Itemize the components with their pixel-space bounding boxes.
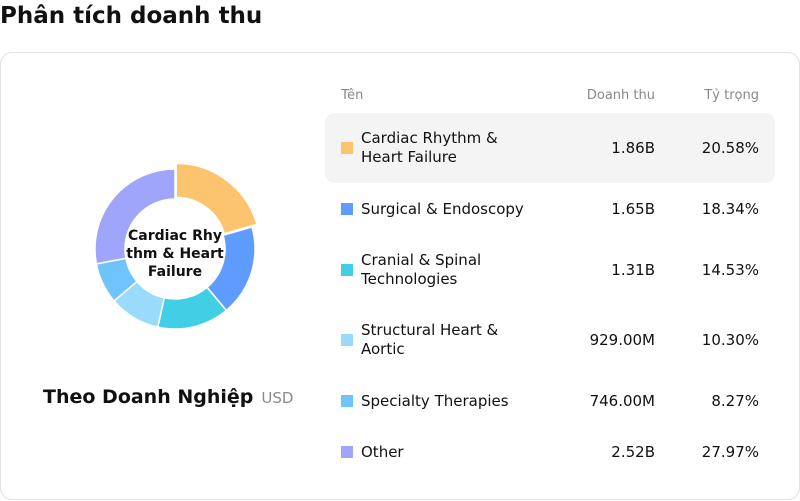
- row-revenue: 1.86B: [611, 139, 655, 157]
- table-row[interactable]: Other 2.52B 27.97%: [325, 427, 775, 477]
- row-share: 27.97%: [701, 443, 759, 461]
- row-revenue: 1.65B: [611, 200, 655, 218]
- row-share: 8.27%: [711, 392, 759, 410]
- currency-unit: USD: [261, 389, 294, 407]
- color-swatch-icon: [341, 446, 353, 458]
- donut-slice[interactable]: [94, 168, 176, 265]
- row-name: Cardiac Rhythm & Heart Failure: [361, 129, 498, 166]
- table-row[interactable]: Structural Heart & Aortic 929.00M 10.30%: [325, 305, 775, 375]
- chart-caption: Theo Doanh Nghiệp USD: [43, 386, 293, 408]
- row-revenue: 929.00M: [589, 331, 655, 349]
- table-header: Tên Doanh thu Tỷ trọng: [325, 80, 775, 110]
- table-row[interactable]: Surgical & Endoscopy 1.65B 18.34%: [325, 183, 775, 235]
- row-name: Structural Heart & Aortic: [361, 321, 499, 358]
- color-swatch-icon: [341, 264, 353, 276]
- row-share: 10.30%: [701, 331, 759, 349]
- row-share: 14.53%: [701, 261, 759, 279]
- donut-chart[interactable]: [94, 164, 256, 334]
- row-name: Other: [361, 442, 404, 461]
- table-row[interactable]: Cranial & Spinal Technologies 1.31B 14.5…: [325, 235, 775, 305]
- row-name: Specialty Therapies: [361, 391, 509, 410]
- color-swatch-icon: [341, 142, 353, 154]
- row-name: Surgical & Endoscopy: [361, 199, 524, 218]
- header-name: Tên: [341, 87, 364, 103]
- color-swatch-icon: [341, 395, 353, 407]
- table-row[interactable]: Cardiac Rhythm & Heart Failure 1.86B 20.…: [325, 113, 775, 183]
- row-share: 18.34%: [701, 200, 759, 218]
- caption-title: Theo Doanh Nghiệp: [43, 386, 254, 408]
- table-row[interactable]: Specialty Therapies 746.00M 8.27%: [325, 375, 775, 427]
- color-swatch-icon: [341, 334, 353, 346]
- donut-slice[interactable]: [175, 164, 256, 235]
- row-revenue: 2.52B: [611, 443, 655, 461]
- page-title: Phân tích doanh thu: [0, 3, 263, 29]
- donut-center-label: Cardiac Rhythm & Heart Failure: [126, 228, 224, 280]
- header-share: Tỷ trọng: [704, 87, 759, 103]
- row-name: Cranial & Spinal Technologies: [361, 251, 482, 288]
- row-revenue: 746.00M: [589, 392, 655, 410]
- header-revenue: Doanh thu: [586, 87, 655, 103]
- revenue-table: Tên Doanh thu Tỷ trọng Cardiac Rhythm & …: [325, 80, 775, 477]
- row-share: 20.58%: [701, 139, 759, 157]
- color-swatch-icon: [341, 203, 353, 215]
- row-revenue: 1.31B: [611, 261, 655, 279]
